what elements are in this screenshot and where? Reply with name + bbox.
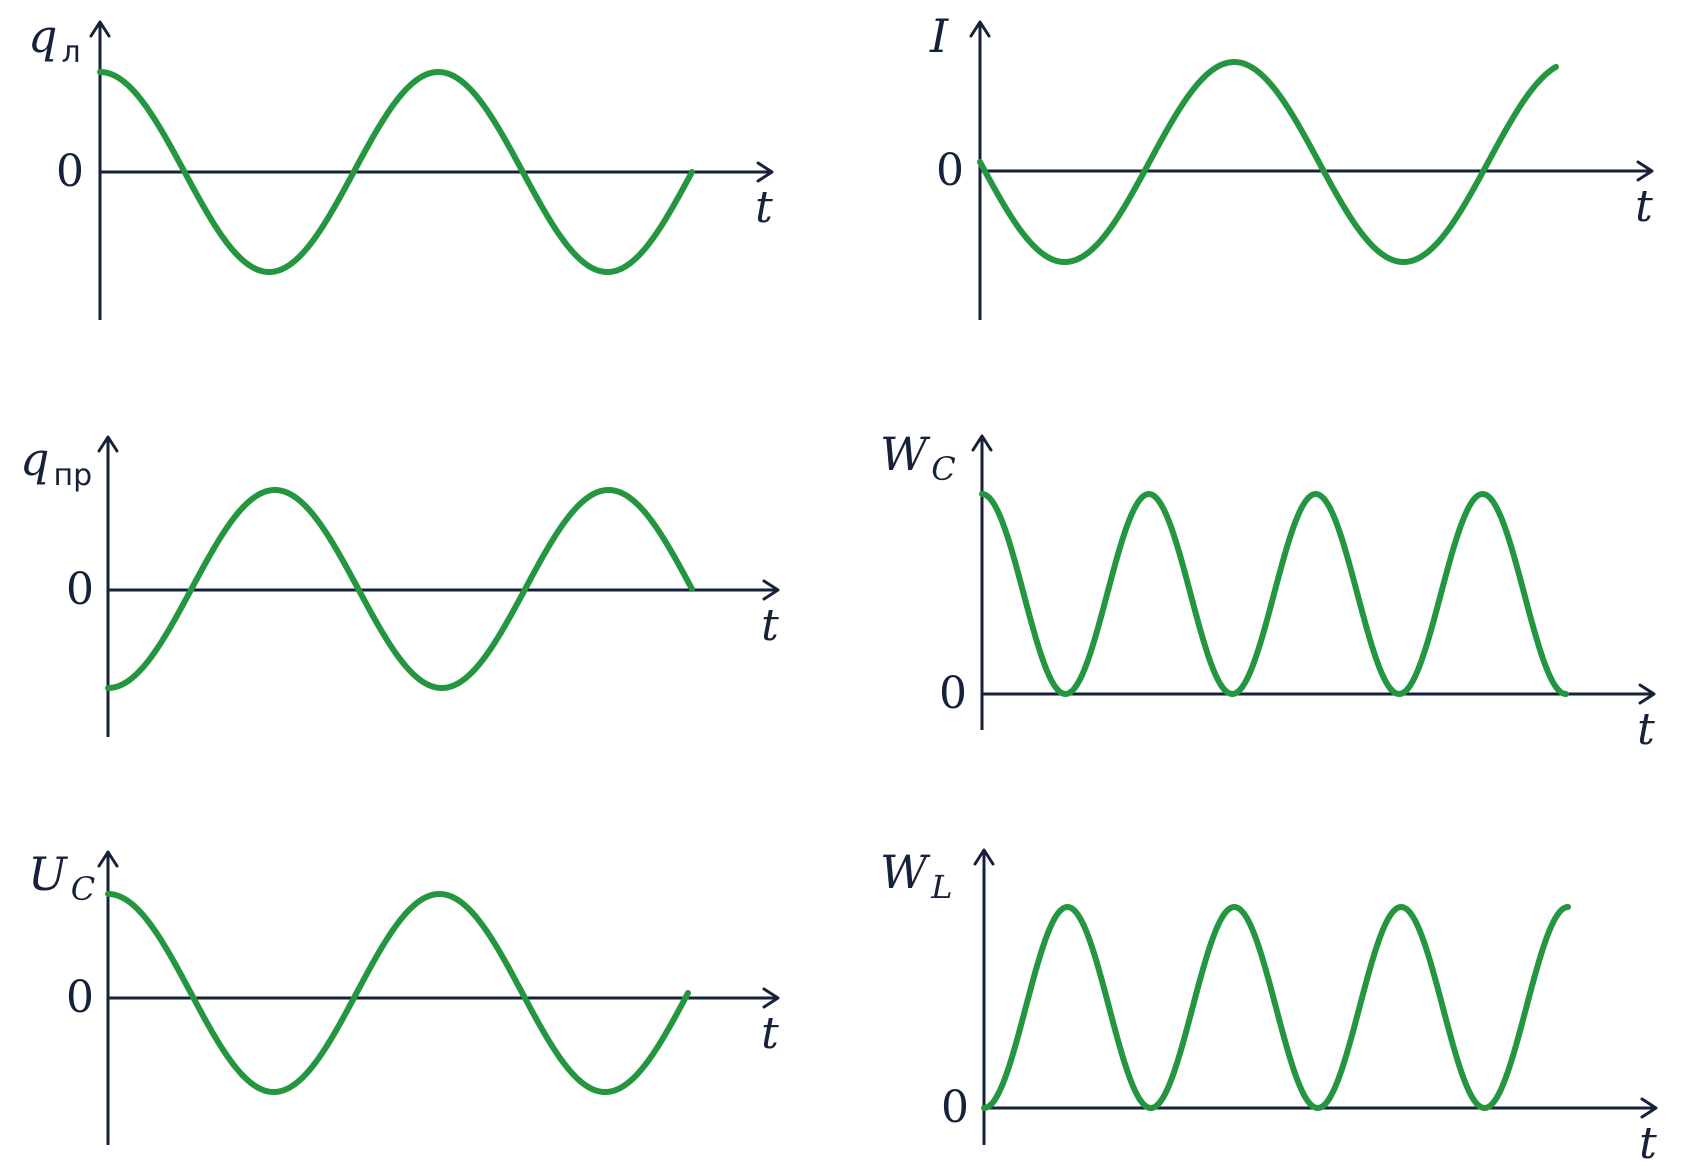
x-axis-arrow-icon — [1636, 160, 1654, 182]
y-axis-label-subscript: л — [61, 35, 80, 70]
series-line — [981, 904, 1571, 1111]
chart-panel-4: 0 t W C — [880, 427, 1656, 755]
x-axis-arrow-icon — [756, 161, 774, 183]
series-line — [979, 491, 1569, 697]
x-axis-arrow-icon — [762, 987, 780, 1009]
series-line — [97, 69, 695, 275]
zero-tick-label: 0 — [941, 1082, 969, 1133]
y-axis-arrow-icon — [971, 434, 993, 452]
chart-panel-5: 0 t U C — [28, 847, 780, 1145]
zero-tick-label: 0 — [56, 146, 84, 197]
y-axis-label-subscript: пр — [53, 458, 92, 493]
y-axis-label: I — [929, 9, 949, 63]
chart-panel-3: 0 t q пр — [20, 432, 780, 737]
x-axis-arrow-icon — [762, 579, 780, 601]
chart-panel-6: 0 t W L — [880, 845, 1658, 1166]
chart-panel-2: 0 t I — [929, 9, 1654, 320]
zero-tick-label: 0 — [66, 564, 94, 615]
y-axis-arrow-icon — [973, 848, 995, 866]
y-axis-label-subscript: C — [931, 450, 955, 488]
chart-panel-1: 0 t q л — [28, 9, 774, 320]
y-axis-arrow-icon — [969, 20, 991, 38]
x-axis-label: t — [761, 600, 779, 651]
zero-tick-label: 0 — [936, 145, 964, 196]
x-axis-label: t — [755, 182, 773, 233]
x-axis-label: t — [761, 1008, 779, 1059]
y-axis-arrow-icon — [97, 435, 119, 453]
y-axis-label: q пр — [20, 432, 92, 493]
series-line — [977, 59, 1559, 265]
x-axis-label: t — [1637, 704, 1655, 755]
x-axis-arrow-icon — [1640, 1097, 1658, 1119]
zero-tick-label: 0 — [939, 668, 967, 719]
x-axis-label: t — [1635, 181, 1653, 232]
y-axis-label-subscript: C — [71, 870, 95, 908]
x-axis-label: t — [1639, 1118, 1657, 1166]
y-axis-label-subscript: L — [930, 868, 952, 906]
y-axis-arrow-icon — [97, 850, 119, 868]
y-axis-arrow-icon — [89, 20, 111, 38]
x-axis-arrow-icon — [1638, 683, 1656, 705]
series-line — [105, 487, 695, 691]
series-line — [105, 891, 691, 1095]
zero-tick-label: 0 — [66, 972, 94, 1023]
